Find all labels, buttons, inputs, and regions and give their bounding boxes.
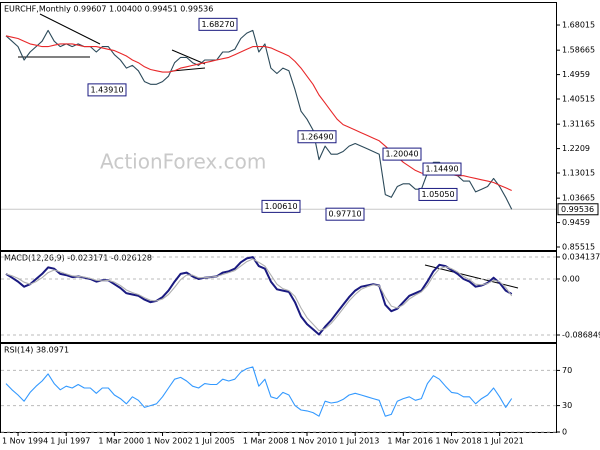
- series-line: [5, 366, 513, 417]
- price-panel: [0, 2, 557, 251]
- annotation-label: 1.14490: [425, 165, 458, 174]
- macd-panel: [0, 251, 557, 343]
- trendline: [171, 49, 206, 65]
- annotation-box: [382, 147, 422, 161]
- y-tick-label: 1.13015: [562, 169, 595, 178]
- annotation-label: 0.97710: [328, 210, 361, 219]
- series-line: [5, 258, 513, 332]
- y-tick-label: 30: [562, 401, 572, 410]
- panel-frames: [0, 2, 557, 433]
- x-tick-label: 1 Mar 2008: [243, 437, 289, 446]
- x-tick-label: 1 Nov 1994: [2, 437, 48, 446]
- annotation-box: [198, 17, 238, 31]
- y-tick-label: 1.4959: [562, 70, 590, 79]
- annotation-label: 1.05050: [421, 190, 454, 199]
- x-tick-label: 1 Mar 2016: [387, 437, 433, 446]
- annotation-box: [261, 199, 301, 213]
- annotation-box: [87, 83, 127, 97]
- annotation-box: [325, 207, 365, 221]
- y-tick-label: 70: [562, 366, 572, 375]
- y-tick-label: 0.85515: [562, 242, 595, 251]
- y-tick-label: 1.68015: [562, 21, 595, 30]
- y-tick-label: 1.2209: [562, 144, 590, 153]
- x-tick-label: 1 Jul 2021: [484, 437, 524, 446]
- trendline: [171, 67, 206, 72]
- annotation-box: [297, 130, 337, 144]
- annotation-label: 1.43910: [90, 85, 123, 94]
- annotation-box: [422, 162, 462, 176]
- annotation-label: 1.68270: [201, 20, 234, 29]
- macd-title: MACD(12,26,9) -0.023171 -0.026128: [4, 254, 152, 263]
- y-tick-label: 1.03665: [562, 194, 595, 203]
- trendline: [39, 13, 101, 45]
- last-price-box: [557, 203, 599, 216]
- x-tick-label: 1 Jul 2005: [195, 437, 235, 446]
- y-tick-label: 1.40515: [562, 95, 595, 104]
- rsi-title: RSI(14) 38.0971: [4, 346, 69, 355]
- annotation-label: 1.00610: [264, 202, 297, 211]
- y-tick-label: 1.31165: [562, 120, 595, 129]
- y-tick-label: 1.58665: [562, 46, 595, 55]
- last-price-label: 0.99536: [561, 205, 594, 214]
- series-line: [5, 256, 513, 336]
- x-tick-label: 1 Jul 1997: [50, 437, 90, 446]
- annotation-label: 1.20040: [385, 150, 418, 159]
- annotation-label: 1.26490: [300, 132, 333, 141]
- y-tick-label: 0.034137: [562, 253, 600, 262]
- price-title: EURCHF,Monthly 0.99607 1.00400 0.99451 0…: [4, 5, 213, 14]
- x-tick-label: 1 Nov 2002: [147, 437, 193, 446]
- annotation-box: [418, 187, 458, 201]
- x-tick-label: 1 Jul 2013: [339, 437, 379, 446]
- x-tick-label: 1 Mar 2000: [98, 437, 144, 446]
- y-tick-label: 0: [562, 428, 567, 437]
- watermark: ActionForex.com: [100, 150, 266, 174]
- y-tick-label: 0.00: [562, 275, 580, 284]
- y-tick-label: -0.086849: [562, 331, 600, 340]
- x-tick-label: 1 Nov 2010: [291, 437, 337, 446]
- y-tick-label: 0.9459: [562, 218, 590, 227]
- x-tick-label: 1 Nov 2018: [435, 437, 481, 446]
